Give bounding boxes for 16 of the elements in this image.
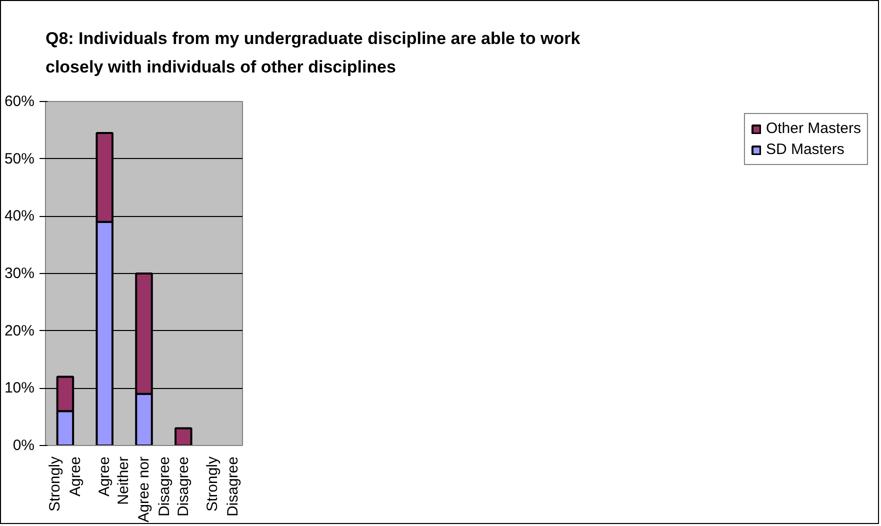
y-tick-label: 30% [4,265,35,282]
x-tick-label: Disagree [174,456,192,517]
bar [174,427,192,446]
legend-label: Other Masters [766,120,861,137]
legend-label: SD Masters [766,141,844,158]
text: Q8: Individuals from my undergraduate discipline are able to work closely with individuals of other disciplines [46,29,581,76]
y-tick-label: 10% [4,380,35,397]
x-tick-label: Agree [96,456,114,497]
y-tick-label: 40% [4,208,35,225]
x-tick-label: Strongly Disagree [204,456,242,517]
x-tick-label: Strongly Agree [46,456,84,512]
y-tick-label: 0% [12,437,35,454]
y-tick-label: 20% [4,322,35,340]
x-tick-label: Neither Agree nor Disagree [115,456,173,522]
y-tick-label: 50% [4,150,35,168]
y-tick-label: 60% [4,93,35,110]
